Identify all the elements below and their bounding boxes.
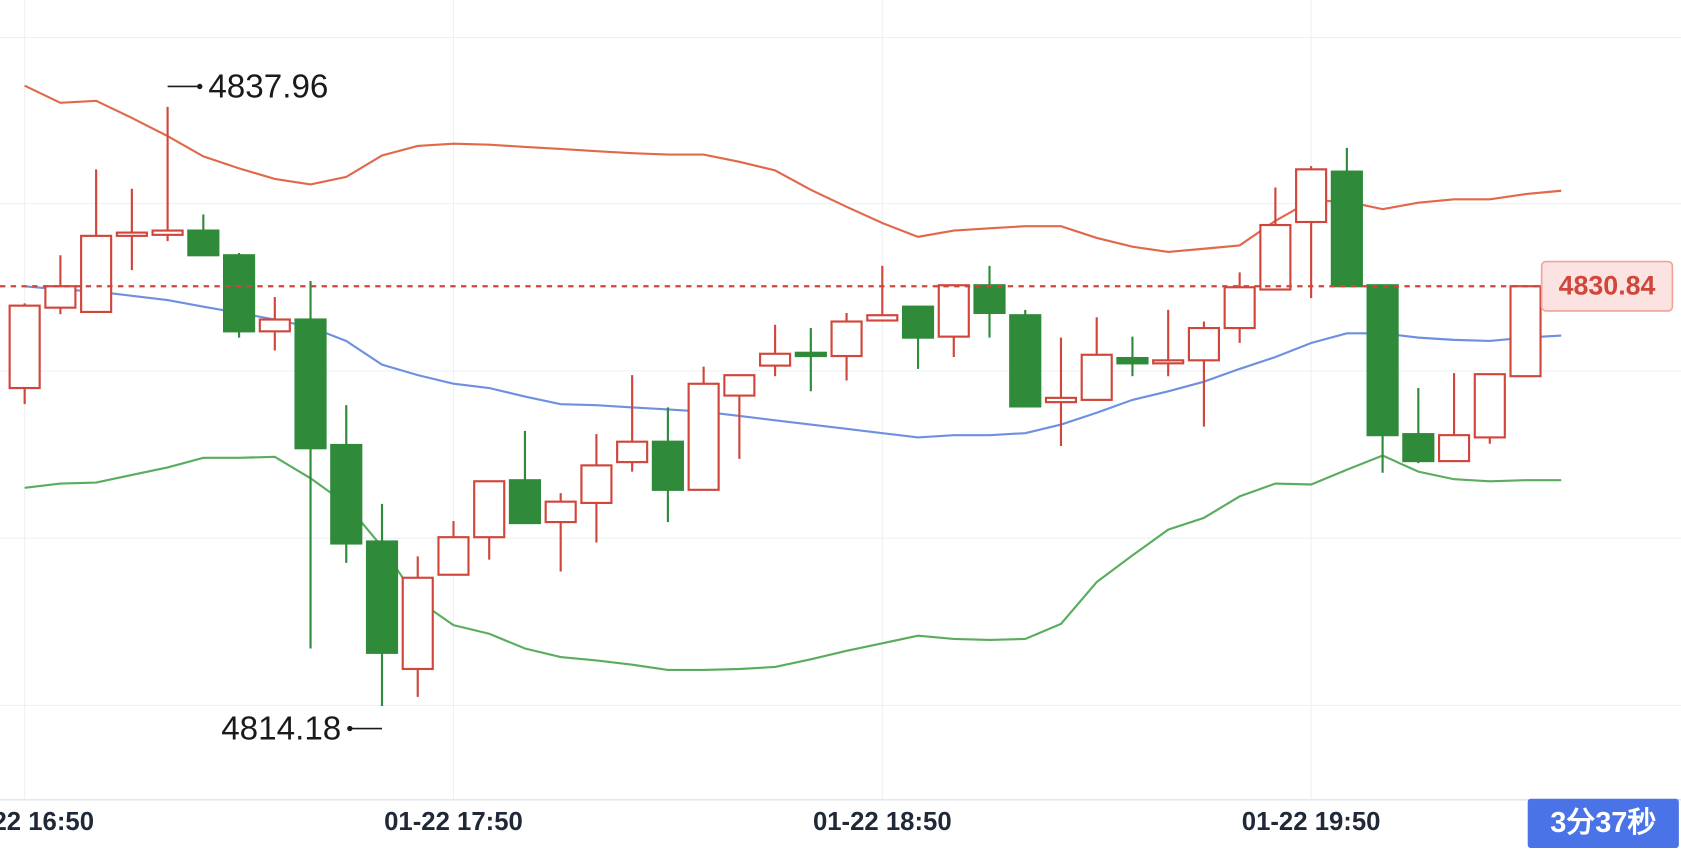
candle-body [80, 234, 113, 314]
band-line [24, 454, 1562, 672]
candles [8, 106, 1578, 707]
high-label: 4837.96 [208, 68, 328, 105]
candle-body [544, 500, 577, 524]
candle-body [1080, 353, 1113, 401]
candle-body [1402, 433, 1435, 463]
candle-body [1187, 326, 1220, 362]
x-tick-label: 01-22 19:50 [1242, 808, 1381, 836]
candle-body [901, 305, 935, 339]
candle-body [1152, 359, 1185, 365]
high-marker-dot [197, 83, 203, 90]
candle-body [616, 440, 649, 464]
candle-body [1330, 170, 1363, 288]
candle-body [8, 304, 41, 390]
candle-body [222, 254, 256, 333]
last-price-label: 4830.84 [1559, 270, 1656, 300]
candle-body [473, 480, 506, 539]
labels: 01-22 16:50 01-22 17:50 01-22 18:50 01-22 1… [0, 68, 1674, 836]
bands [24, 84, 1562, 672]
grid [0, 0, 1681, 801]
candle-body [580, 464, 613, 504]
candle-body [1116, 356, 1149, 365]
candle-body [687, 382, 720, 491]
countdown: 3分37秒 [1550, 807, 1656, 839]
candle-body [830, 320, 863, 358]
candle-body [1295, 168, 1328, 224]
candle-body [115, 231, 148, 237]
candle-body [44, 285, 77, 309]
candle-body [365, 540, 399, 654]
candle-body [508, 479, 542, 525]
candle-body [151, 229, 184, 236]
candle-body [294, 318, 327, 450]
x-tick-label: 01-22 17:50 [384, 808, 523, 836]
countdown-bg [1527, 798, 1679, 849]
band-line [24, 84, 1562, 254]
countdown-box: 3分37秒 [1527, 798, 1679, 849]
candle-body [1044, 396, 1078, 404]
low-label: 4814.18 [221, 710, 341, 747]
last-price-box [1540, 260, 1674, 312]
candle-body [723, 374, 756, 397]
candle-body [187, 229, 220, 257]
candle-body [1509, 285, 1542, 378]
candle-body [1223, 286, 1256, 330]
x-tick-label: 01-22 16:50 [0, 808, 94, 836]
candle-body [794, 351, 827, 358]
x-tick-label: 01-22 18:50 [813, 808, 952, 836]
candle-body [1473, 373, 1506, 439]
candle-body [651, 440, 684, 491]
candle-body [1259, 223, 1292, 291]
candle-body [866, 314, 899, 322]
candle-body [1366, 284, 1399, 437]
low-marker-dot [347, 725, 353, 732]
candle-body [330, 443, 363, 545]
candle-body [258, 318, 291, 333]
candle-body [401, 576, 434, 671]
candle-body [759, 352, 792, 367]
candle-body [1009, 314, 1042, 408]
candle-body [437, 536, 470, 576]
candle-body [937, 284, 970, 338]
candle-body [973, 284, 1006, 315]
candle-body [1437, 434, 1471, 463]
